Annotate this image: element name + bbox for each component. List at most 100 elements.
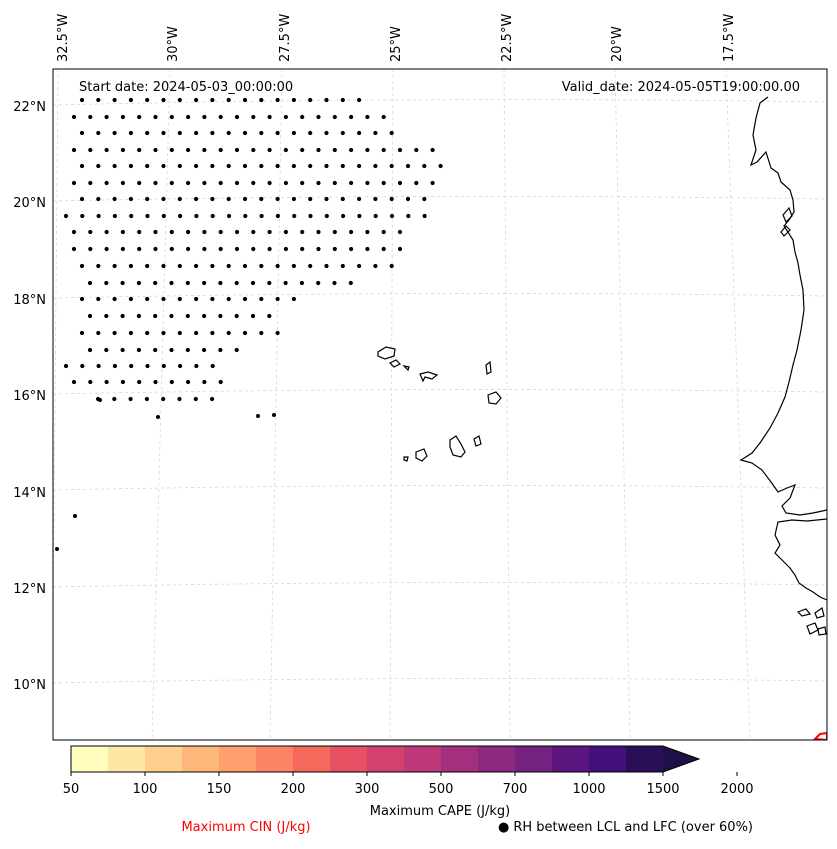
- rh-dot: [79, 296, 85, 302]
- rh-dot: [104, 180, 109, 186]
- rh-dot: [186, 229, 191, 235]
- colorbar-segment: [441, 746, 478, 772]
- rh-dot: [256, 414, 260, 418]
- rh-dot: [389, 213, 395, 219]
- rh-dot: [357, 196, 362, 202]
- rh-dot: [112, 263, 117, 269]
- rh-dot: [349, 229, 354, 235]
- rh-dot: [251, 147, 256, 153]
- rh-dot: [234, 280, 239, 286]
- rh-dot: [300, 180, 305, 186]
- rh-dot: [153, 379, 158, 385]
- rh-dot: [153, 280, 158, 286]
- rh-dot: [267, 246, 272, 252]
- coastline-detail: [814, 606, 825, 619]
- rh-dot: [79, 130, 85, 136]
- rh-dot: [234, 180, 240, 186]
- rh-dot: [80, 213, 85, 219]
- rh-dot: [430, 180, 435, 186]
- rh-dot: [242, 263, 248, 269]
- rh-dot: [365, 114, 370, 120]
- rh-dot: [365, 246, 370, 252]
- cin-contour-spot: [812, 731, 827, 740]
- rh-dot: [316, 147, 321, 153]
- rh-dot: [194, 330, 199, 336]
- rh-dot: [112, 130, 117, 136]
- rh-dot: [324, 130, 329, 136]
- rh-dot: [218, 180, 223, 186]
- rh-dot: [226, 196, 231, 202]
- rh-dot: [161, 263, 166, 269]
- lon-tick-label: 20°W: [610, 26, 625, 62]
- rh-dot: [365, 229, 370, 235]
- rh-dot-icon: ●: [498, 820, 509, 835]
- rh-dot: [145, 213, 150, 219]
- rh-dot: [267, 229, 272, 235]
- rh-dot: [332, 180, 337, 186]
- rh-dot: [96, 130, 101, 136]
- rh-dot: [137, 229, 142, 235]
- rh-dot: [210, 213, 215, 219]
- coastline-detail: [817, 626, 827, 636]
- rh-dot: [291, 196, 296, 202]
- rh-dot: [88, 114, 93, 120]
- rh-dot: [194, 97, 199, 103]
- rh-dot: [186, 114, 191, 120]
- rh-dot: [210, 263, 215, 269]
- rh-dot: [169, 147, 174, 153]
- rh-dot: [120, 114, 125, 120]
- rh-dot: [406, 213, 411, 219]
- rh-dot: [308, 130, 313, 136]
- rh-dot: [300, 114, 305, 120]
- rh-dot: [104, 229, 109, 235]
- rh-dot: [259, 213, 264, 219]
- rh-dot: [357, 130, 362, 136]
- colorbar-segment: [330, 746, 367, 772]
- rh-dot: [250, 313, 256, 319]
- rh-dot: [120, 280, 125, 286]
- rh-dot: [275, 163, 280, 169]
- rh-dot: [218, 229, 223, 235]
- rh-dot: [242, 296, 248, 302]
- lat-tick-label: 20°N: [13, 196, 46, 211]
- rh-dot: [128, 330, 133, 336]
- colorbar-label: Maximum CAPE (J/kg): [370, 804, 510, 819]
- start-date-label: Start date: 2024-05-03_00:00:00: [79, 80, 293, 95]
- rh-dot: [324, 97, 329, 103]
- coastline-detail: [796, 608, 812, 617]
- rh-dot: [291, 263, 296, 269]
- rh-dot: [389, 263, 394, 269]
- rh-dot: [177, 263, 182, 269]
- rh-dot: [112, 213, 117, 219]
- rh-dot: [177, 396, 182, 402]
- rh-dot: [169, 114, 174, 120]
- coastlines: [739, 96, 827, 636]
- rh-dot: [324, 196, 329, 202]
- rh-dot: [324, 263, 329, 269]
- lat-tick-label: 10°N: [13, 678, 46, 693]
- rh-dot: [275, 130, 280, 136]
- rh-dot: [283, 114, 288, 120]
- colorbar-tick-label: 700: [503, 782, 528, 797]
- rh-dot: [137, 147, 142, 153]
- rh-dot: [308, 97, 313, 103]
- rh-dot: [177, 163, 182, 169]
- coastline-detail: [806, 622, 819, 635]
- rh-dot: [397, 229, 403, 235]
- rh-dot: [161, 196, 166, 202]
- rh-dot: [145, 263, 150, 269]
- rh-dot: [234, 246, 240, 252]
- colorbar-tick-label: 150: [207, 782, 232, 797]
- rh-dot: [340, 163, 345, 169]
- rh-dot: [79, 330, 85, 336]
- rh-dot: [397, 180, 403, 186]
- rh-dot: [349, 147, 354, 153]
- rh-dot: [145, 296, 150, 302]
- rh-legend-label: ● RH between LCL and LFC (over 60%): [498, 820, 753, 835]
- rh-dot: [242, 97, 248, 103]
- rh-dot: [186, 147, 191, 153]
- rh-dot: [389, 163, 394, 169]
- rh-dot: [300, 246, 305, 252]
- rh-dot: [71, 229, 77, 235]
- rh-dot: [63, 213, 69, 219]
